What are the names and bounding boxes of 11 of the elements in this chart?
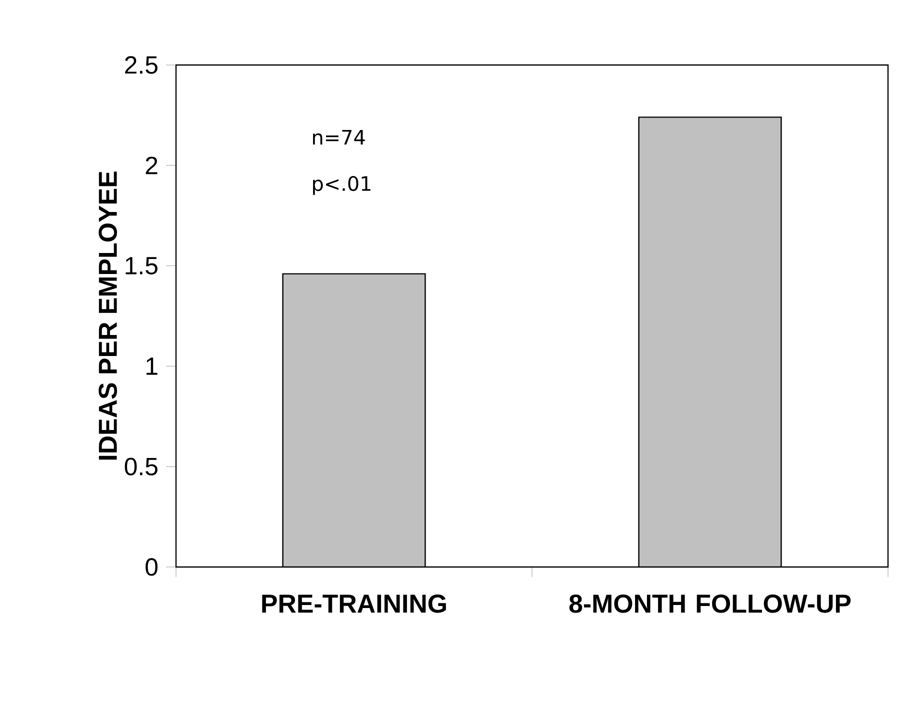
y-tick-label: 2 <box>146 156 158 174</box>
y-tick-label: 2.5 <box>125 56 158 74</box>
y-tick-label: 0.5 <box>124 458 158 476</box>
y-tick-label: 1.5 <box>126 257 158 274</box>
x-tick-label: 8-MONTH FOLLOW-UP <box>569 594 851 613</box>
y-tick-label: 0 <box>146 558 158 576</box>
y-tick-label: 1 <box>146 358 158 375</box>
annotation: n=74 <box>313 130 365 145</box>
annotation: p<.01 <box>313 176 370 195</box>
y-axis-title: IDEAS PER EMPLOYEE <box>98 172 118 460</box>
x-tick-label: PRE-TRAINING <box>262 594 446 613</box>
